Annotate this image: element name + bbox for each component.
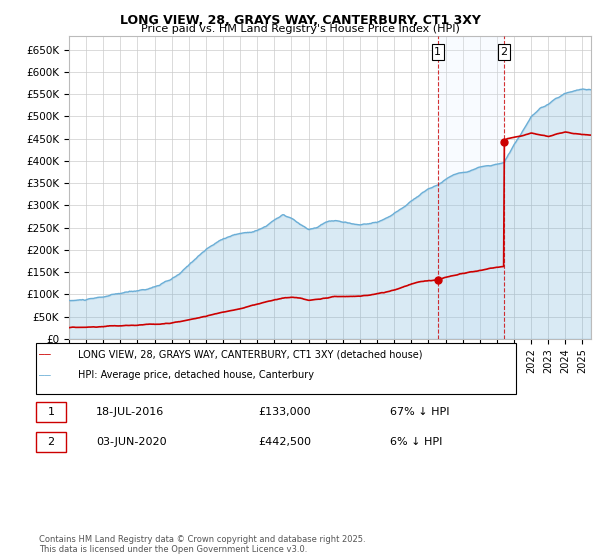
Text: 1: 1 (47, 407, 55, 417)
Text: ─────: ───── (45, 342, 74, 352)
Text: LONG VIEW, 28, GRAYS WAY, CANTERBURY, CT1 3XY: LONG VIEW, 28, GRAYS WAY, CANTERBURY, CT… (119, 14, 481, 27)
Text: HPI: Average price, detached house, Canterbury: HPI: Average price, detached house, Cant… (78, 370, 314, 380)
Text: ─────: ───── (45, 363, 74, 374)
Text: £442,500: £442,500 (258, 437, 311, 447)
Text: 67% ↓ HPI: 67% ↓ HPI (390, 407, 449, 417)
Bar (438, 36, 504, 339)
Text: £133,000: £133,000 (258, 407, 311, 417)
Text: ——: —— (39, 349, 51, 360)
Text: LONG VIEW, 28, GRAYS WAY, CANTERBURY, CT1 3XY (detached house): LONG VIEW, 28, GRAYS WAY, CANTERBURY, CT… (78, 349, 422, 360)
Text: Contains HM Land Registry data © Crown copyright and database right 2025.
This d: Contains HM Land Registry data © Crown c… (39, 535, 365, 554)
Text: 03-JUN-2020: 03-JUN-2020 (96, 437, 167, 447)
Text: 2: 2 (500, 47, 508, 57)
Text: 2: 2 (47, 437, 55, 447)
Text: 6% ↓ HPI: 6% ↓ HPI (390, 437, 442, 447)
Text: Price paid vs. HM Land Registry's House Price Index (HPI): Price paid vs. HM Land Registry's House … (140, 24, 460, 34)
Text: 1: 1 (434, 47, 442, 57)
Text: 18-JUL-2016: 18-JUL-2016 (96, 407, 164, 417)
Text: ——: —— (39, 370, 51, 380)
